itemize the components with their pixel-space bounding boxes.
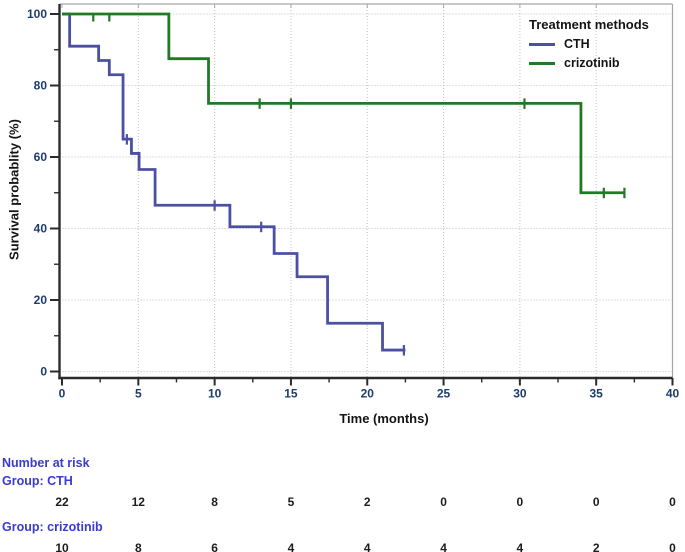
risk-count: 10 (55, 541, 69, 552)
y-tick-label: 0 (40, 365, 47, 379)
y-tick-label: 60 (34, 150, 48, 164)
legend-title: Treatment methods (529, 17, 649, 32)
x-tick-label: 25 (437, 387, 451, 401)
risk-count: 0 (592, 495, 600, 509)
risk-count: 0 (669, 541, 676, 552)
legend-label-cth: CTH (564, 37, 590, 51)
risk-count: 0 (669, 495, 676, 509)
legend-item-cth: CTH (529, 37, 649, 51)
y-tick-label: 80 (34, 79, 48, 93)
risk-group-label-cth: Group: CTH (2, 474, 73, 488)
survival-curve-cth (62, 12, 406, 352)
x-tick-label: 30 (513, 387, 527, 401)
x-tick-label: 5 (135, 387, 142, 401)
x-tick-label: 35 (590, 387, 604, 401)
km-chart-plot: 0 5 10 15 20 25 30 35 40 0 20 40 60 80 100 (27, 3, 680, 401)
risk-count: 4 (516, 541, 524, 552)
x-tick-label: 10 (208, 387, 222, 401)
risk-counts-crizotinib: 10 8 6 4 4 4 4 2 0 (0, 541, 685, 552)
x-axis-title: Time (months) (339, 411, 429, 426)
risk-count: 2 (592, 541, 600, 552)
y-tick-label: 40 (34, 222, 48, 236)
risk-count: 5 (287, 495, 295, 509)
risk-count: 4 (363, 541, 371, 552)
risk-count: 0 (516, 495, 524, 509)
risk-count: 8 (134, 541, 142, 552)
crizotinib-line-swatch (529, 61, 555, 65)
y-tick-label: 20 (34, 293, 48, 307)
risk-count: 6 (211, 541, 218, 552)
legend-label-crizotinib: crizotinib (564, 56, 620, 70)
risk-group-label-crizotinib: Group: crizotinib (2, 520, 103, 534)
x-tick-label: 40 (666, 387, 680, 401)
survival-curve-crizotinib (62, 12, 626, 195)
risk-count: 4 (287, 541, 295, 552)
risk-count: 12 (131, 495, 145, 509)
x-tick-label: 15 (284, 387, 298, 401)
risk-count: 8 (211, 495, 218, 509)
x-tick-label: 0 (59, 387, 66, 401)
x-tick-label: 20 (361, 387, 375, 401)
legend-item-crizotinib: crizotinib (529, 56, 649, 70)
chart-legend: Treatment methods CTH crizotinib (529, 17, 649, 70)
risk-count: 22 (55, 495, 69, 509)
risk-count: 0 (440, 495, 447, 509)
risk-counts-cth: 22 12 8 5 2 0 0 0 0 (0, 495, 685, 509)
risk-count: 4 (440, 541, 447, 552)
y-tick-label: 100 (27, 7, 47, 21)
risk-count: 2 (363, 495, 371, 509)
y-axis-title: Survival probablity (%) (6, 119, 22, 260)
risk-table-title: Number at risk (2, 456, 90, 470)
cth-line-swatch (529, 42, 555, 46)
